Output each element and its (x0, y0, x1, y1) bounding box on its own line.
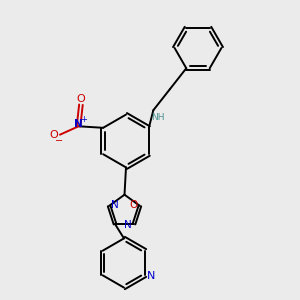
Text: N: N (111, 200, 119, 210)
Text: −: − (55, 136, 63, 146)
Text: N: N (124, 220, 132, 230)
Text: O: O (50, 130, 58, 140)
Text: N: N (147, 271, 155, 281)
Text: NH: NH (151, 113, 164, 122)
Text: +: + (80, 115, 87, 124)
Text: N: N (74, 119, 83, 129)
Text: O: O (130, 200, 138, 210)
Text: O: O (76, 94, 85, 104)
